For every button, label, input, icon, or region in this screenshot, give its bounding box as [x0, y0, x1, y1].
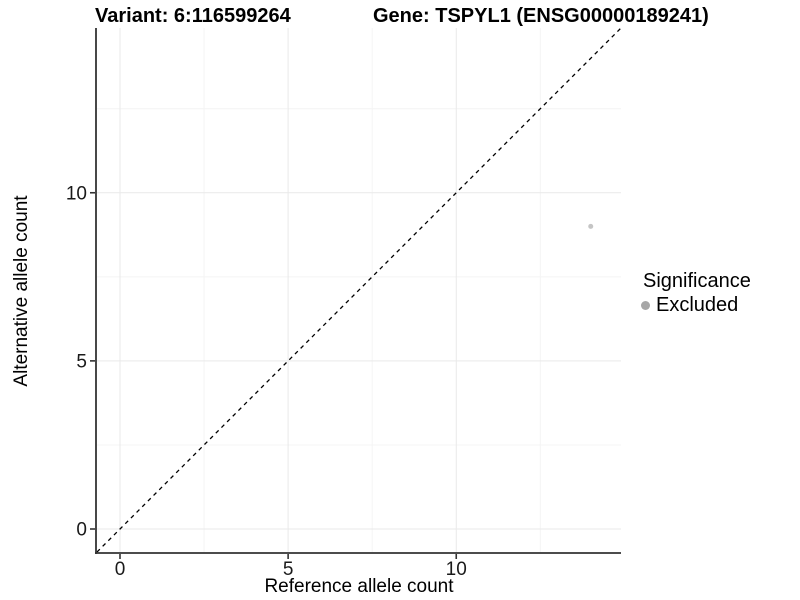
plot-title-gene: Gene: TSPYL1 (ENSG00000189241) — [373, 5, 709, 27]
data-point — [588, 223, 594, 229]
legend-item-excluded: Excluded — [641, 294, 751, 317]
y-tick-label: 0 — [76, 520, 87, 541]
identity-line — [96, 27, 622, 553]
legend-key-dot-icon — [641, 301, 650, 310]
x-axis-title: Reference allele count — [264, 576, 454, 597]
x-tick-label: 0 — [115, 559, 126, 580]
y-tick-label: 10 — [66, 183, 87, 204]
y-tick-label: 5 — [76, 351, 87, 372]
y-axis-title: Alternative allele count — [11, 195, 32, 387]
legend-item-label: Excluded — [656, 294, 739, 316]
plot-title-variant: Variant: 6:116599264 — [95, 5, 291, 27]
x-tick-label: 10 — [446, 559, 467, 580]
x-tick-label: 5 — [283, 559, 294, 580]
legend-title: Significance — [643, 270, 751, 292]
legend: Significance Excluded — [641, 270, 751, 317]
